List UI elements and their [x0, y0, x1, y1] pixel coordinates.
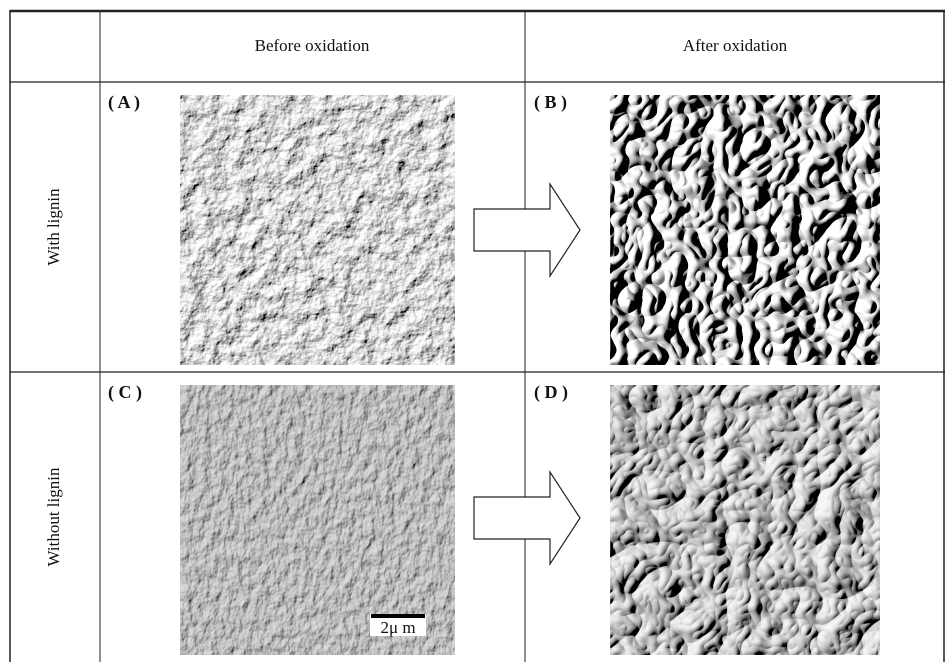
row-label: Without lignin	[44, 467, 63, 566]
panel-label: ( B )	[534, 92, 567, 113]
arrow	[474, 472, 580, 564]
scale-bar-label: 2μ m	[380, 618, 415, 637]
page: Before oxidation After oxidation With li…	[0, 0, 945, 662]
afm-image	[610, 385, 880, 655]
row-label: With lignin	[44, 188, 63, 266]
arrow	[474, 184, 580, 276]
afm-image	[180, 95, 455, 365]
figure: Before oxidation After oxidation With li…	[0, 0, 945, 662]
column-header: After oxidation	[683, 36, 788, 55]
afm-image	[610, 95, 880, 365]
column-header: Before oxidation	[255, 36, 370, 55]
panel-label: ( A )	[108, 92, 140, 113]
panel-label: ( C )	[108, 382, 142, 403]
panel-label: ( D )	[534, 382, 568, 403]
